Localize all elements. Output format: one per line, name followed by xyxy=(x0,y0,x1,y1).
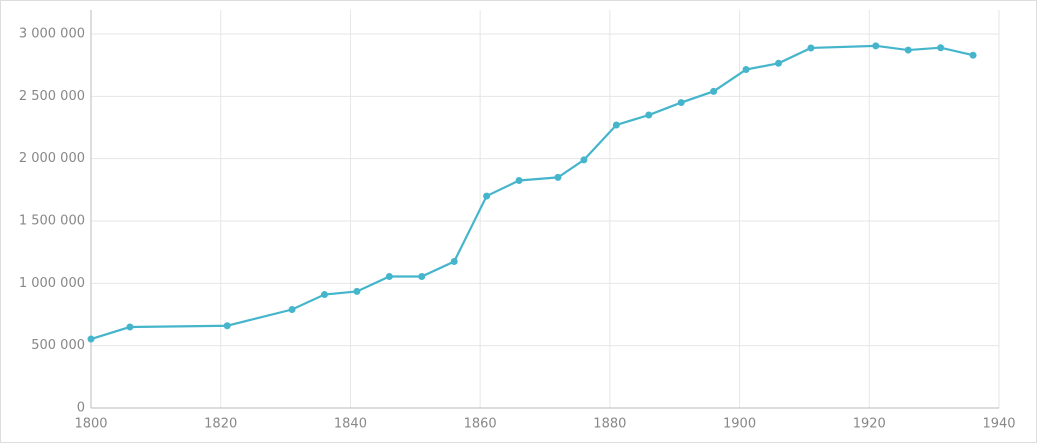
y-tick-label: 3 000 000 xyxy=(19,27,85,42)
y-tick-label: 2 500 000 xyxy=(19,89,85,104)
data-point xyxy=(353,287,361,295)
x-tick-label: 1860 xyxy=(464,417,497,432)
series-line xyxy=(90,44,974,341)
data-point xyxy=(872,42,880,50)
x-tick-label: 1920 xyxy=(853,417,886,432)
data-point xyxy=(710,87,718,95)
data-point xyxy=(904,46,912,54)
data-point xyxy=(418,272,426,280)
y-tick-label: 1 000 000 xyxy=(19,276,85,291)
data-point xyxy=(937,44,945,52)
x-tick-label: 1820 xyxy=(204,417,237,432)
x-tick-label: 1800 xyxy=(74,417,107,432)
data-point xyxy=(126,323,134,331)
data-point xyxy=(742,66,750,74)
y-tick-label: 2 000 000 xyxy=(19,151,85,166)
data-point xyxy=(320,291,328,299)
x-tick-label: 1840 xyxy=(334,417,367,432)
data-point xyxy=(515,176,523,184)
y-tick-label: 500 000 xyxy=(31,338,85,353)
data-point xyxy=(612,121,620,129)
data-point xyxy=(288,306,296,314)
x-tick-label: 1880 xyxy=(593,417,626,432)
data-point xyxy=(774,59,782,67)
data-point xyxy=(807,44,815,52)
data-point xyxy=(677,99,685,107)
x-tick-label: 1900 xyxy=(723,417,756,432)
y-tick-label: 0 xyxy=(77,401,85,416)
data-point xyxy=(969,51,977,59)
data-point xyxy=(580,156,588,164)
data-point xyxy=(385,272,393,280)
data-point xyxy=(87,335,95,343)
x-tick-label: 1940 xyxy=(982,417,1015,432)
data-point xyxy=(645,111,653,119)
data-point xyxy=(223,322,231,330)
data-point xyxy=(483,192,491,200)
data-point xyxy=(450,258,458,266)
y-tick-label: 1 500 000 xyxy=(19,214,85,229)
data-point xyxy=(554,173,562,181)
